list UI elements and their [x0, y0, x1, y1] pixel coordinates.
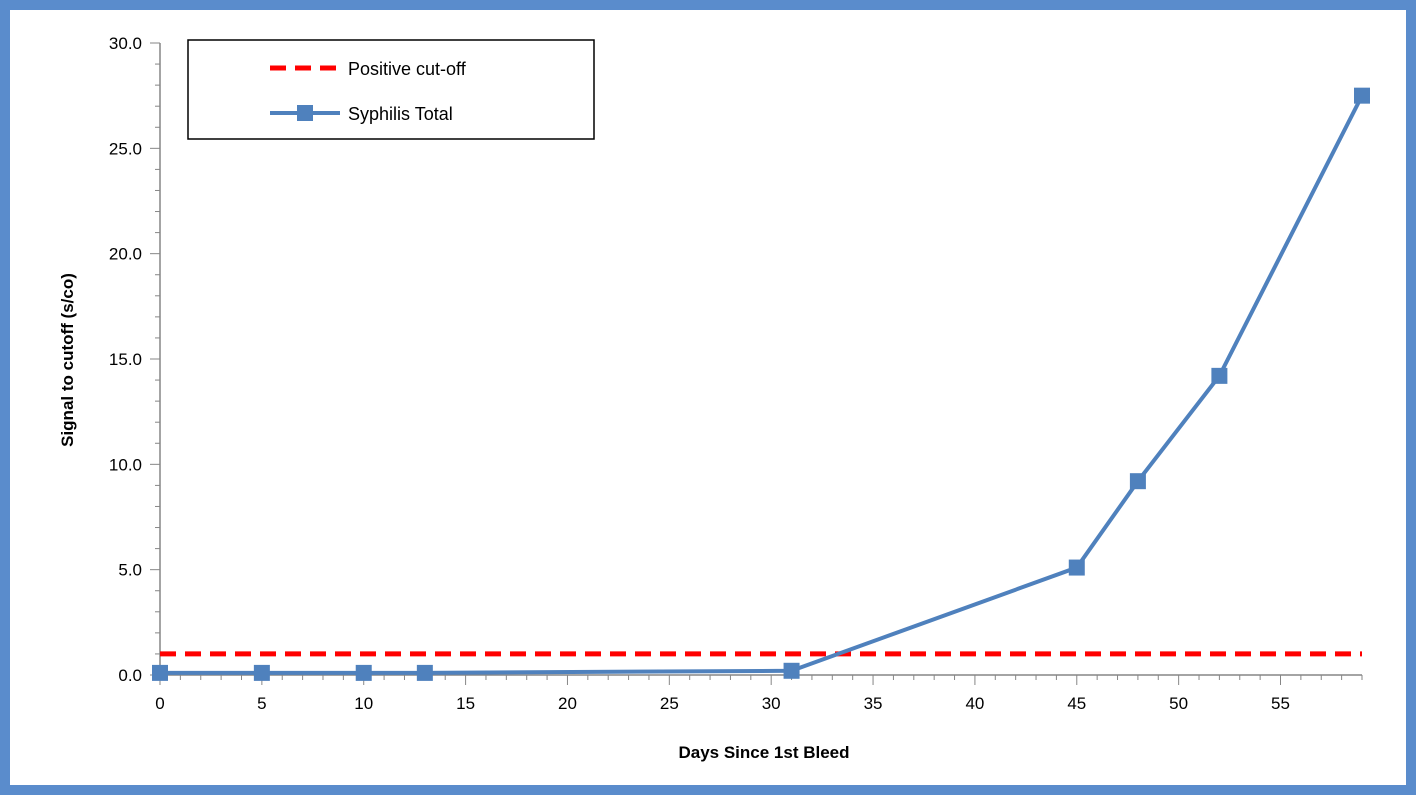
x-tick-label: 10 [354, 694, 373, 713]
x-tick-label: 0 [155, 694, 164, 713]
x-tick-label: 5 [257, 694, 266, 713]
series-layer [152, 87, 1370, 681]
syphilis-point [152, 664, 168, 681]
y-axis-title: Signal to cutoff (s/co) [58, 273, 77, 447]
syphilis-series-line [160, 94, 1364, 675]
syphilis-point [1354, 87, 1370, 104]
syphilis-point [783, 662, 800, 679]
syphilis-point [1068, 559, 1085, 576]
y-tick-label: 30.0 [109, 34, 142, 53]
x-tick-label: 15 [456, 694, 475, 713]
x-tick-label: 20 [558, 694, 577, 713]
syphilis-point [253, 664, 270, 681]
axis-titles: Days Since 1st Bleed Signal to cutoff (s… [58, 273, 850, 762]
x-axis-title: Days Since 1st Bleed [678, 743, 849, 762]
y-tick-label: 25.0 [109, 139, 142, 158]
y-tick-label: 15.0 [109, 350, 142, 369]
x-tick-label: 25 [660, 694, 679, 713]
y-tick-label: 0.0 [118, 666, 142, 685]
syphilis-point [1211, 367, 1228, 384]
legend-syphilis-swatch-marker [297, 105, 313, 121]
x-tick-label: 50 [1169, 694, 1188, 713]
syphilis-point [355, 664, 372, 681]
x-tick-label: 40 [965, 694, 984, 713]
x-tick-label: 30 [762, 694, 781, 713]
y-tick-label: 10.0 [109, 455, 142, 474]
legend-cutoff-label: Positive cut-off [348, 59, 467, 79]
legend: Positive cut-off Syphilis Total [187, 39, 595, 140]
syphilis-point [1129, 473, 1146, 490]
syphilis-point [416, 664, 433, 681]
legend-syphilis-label: Syphilis Total [348, 104, 453, 124]
x-tick-label: 45 [1067, 694, 1086, 713]
x-tick-label: 35 [864, 694, 883, 713]
y-tick-label: 20.0 [109, 245, 142, 264]
y-tick-label: 5.0 [118, 561, 142, 580]
x-tick-label: 55 [1271, 694, 1290, 713]
legend-box [187, 39, 595, 140]
